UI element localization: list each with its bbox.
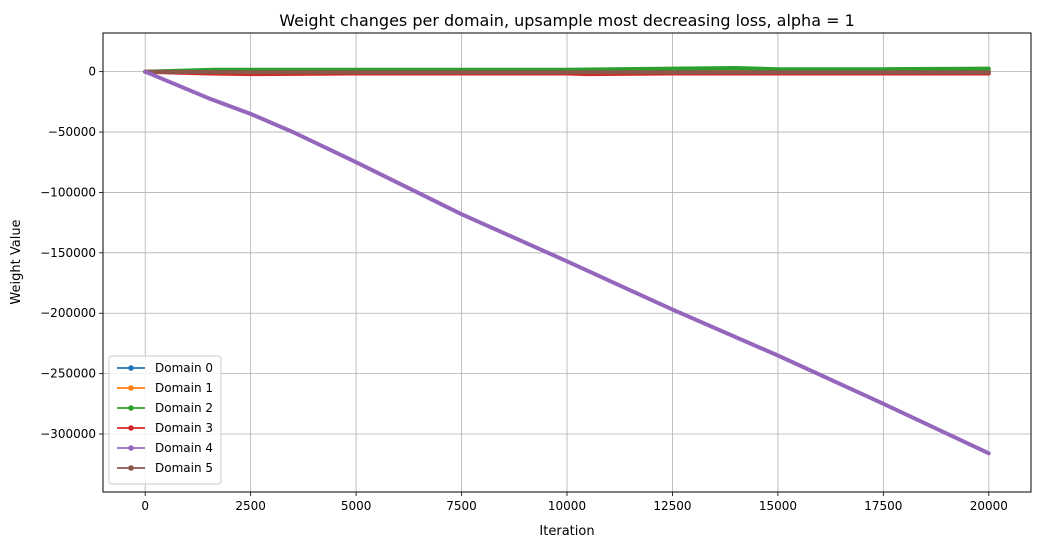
legend: Domain 0 Domain 1 Domain 2 Domain 3 Domain 4… (108, 355, 222, 485)
legend-label: Domain 5 (155, 461, 213, 475)
y-axis: 0 −50000 −100000 −150000 −200000 −250000 −3000… (40, 65, 103, 441)
y-tick-label: −150000 (40, 246, 96, 260)
x-tick-label: 0 (141, 499, 149, 513)
x-tick-label: 15000 (759, 499, 797, 513)
legend-label: Domain 2 (155, 401, 213, 415)
y-tick-label: −250000 (40, 367, 96, 381)
legend-marker (128, 385, 134, 391)
y-tick-label: −100000 (40, 185, 96, 199)
legend-marker (128, 425, 134, 431)
x-tick-label: 10000 (548, 499, 586, 513)
y-axis-label: Weight Value (9, 219, 24, 304)
x-axis: 0 2500 5000 7500 10000 12500 15000 17500 20000 (141, 492, 1008, 513)
x-tick-label: 5000 (341, 499, 372, 513)
legend-label: Domain 0 (155, 361, 213, 375)
x-tick-label: 12500 (653, 499, 691, 513)
legend-marker (128, 405, 134, 411)
legend-label: Domain 4 (155, 441, 213, 455)
legend-label: Domain 1 (155, 381, 213, 395)
series-line (143, 66, 991, 74)
legend-marker (128, 445, 134, 451)
legend-label: Domain 3 (155, 421, 213, 435)
series-line (143, 69, 991, 456)
y-tick-label: −300000 (40, 427, 96, 441)
y-tick-label: −200000 (40, 306, 96, 320)
legend-marker (128, 365, 134, 371)
x-axis-label: Iteration (539, 524, 594, 539)
x-tick-label: 20000 (970, 499, 1008, 513)
y-tick-label: 0 (88, 65, 96, 79)
y-tick-label: −50000 (48, 125, 96, 139)
plot-area (143, 66, 991, 456)
series-line (143, 69, 991, 75)
x-tick-label: 7500 (446, 499, 477, 513)
chart-title: Weight changes per domain, upsample most… (279, 11, 855, 30)
legend-marker (128, 465, 134, 471)
x-tick-label: 17500 (864, 499, 902, 513)
x-tick-label: 2500 (235, 499, 266, 513)
